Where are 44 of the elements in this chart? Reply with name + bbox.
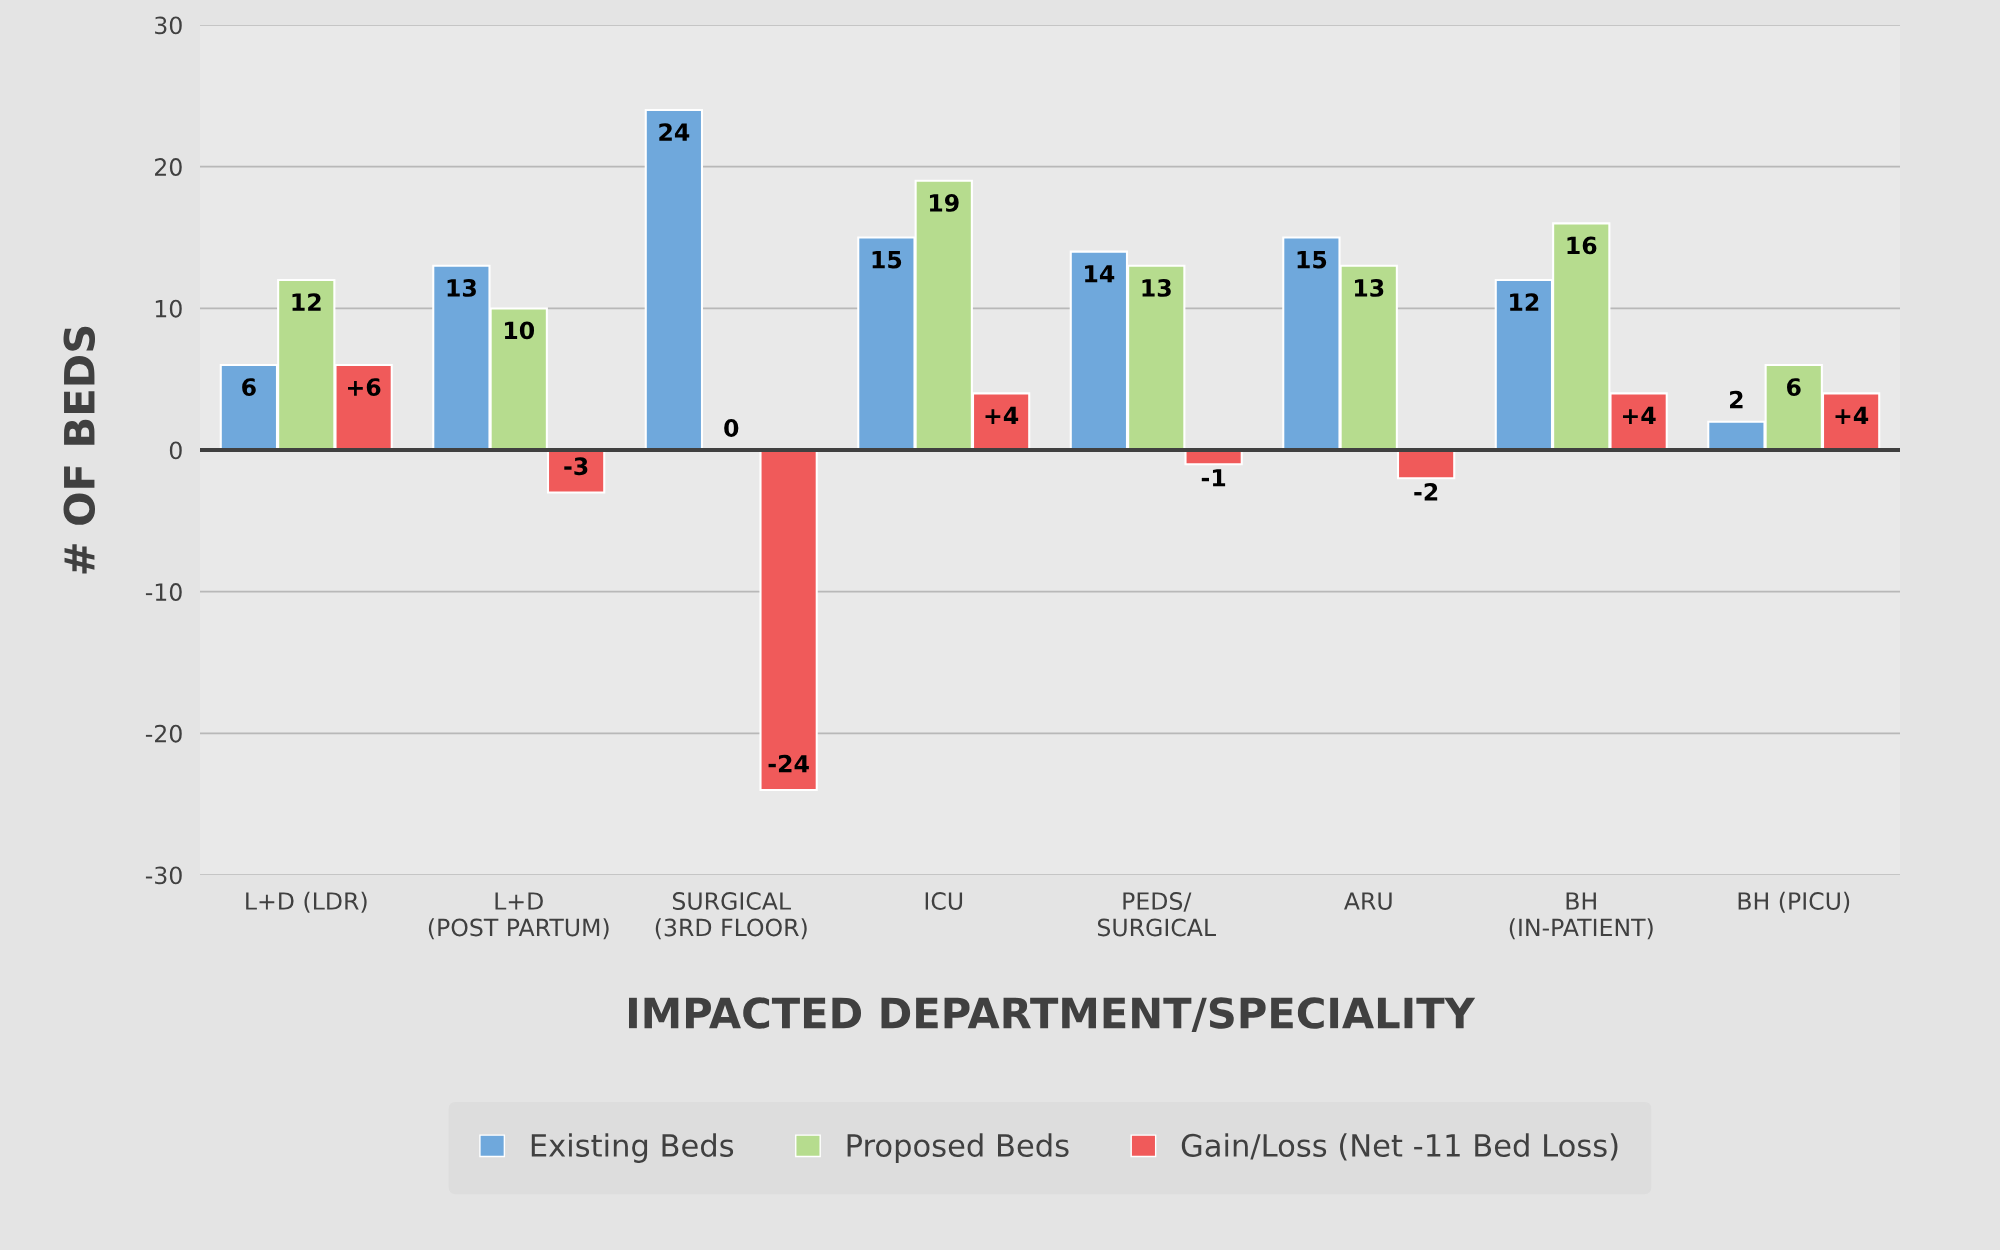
- data-label: -1: [1201, 469, 1226, 487]
- data-label: -24: [768, 754, 809, 773]
- y-tick-label: -10: [145, 583, 182, 601]
- data-label: 13: [1142, 279, 1171, 297]
- data-label: 2: [1730, 390, 1743, 409]
- data-label: 15: [872, 250, 902, 269]
- x-axis-title: IMPACTED DEPARTMENT/SPECIALITY: [629, 997, 1476, 1033]
- data-label: 6: [242, 378, 256, 397]
- data-label: 12: [1510, 293, 1539, 311]
- x-tick-label: PEDS/ SURGICAL: [1097, 892, 1216, 937]
- y-tick-label: 30: [155, 16, 182, 35]
- x-tick-label: BH (IN-PATIENT): [1509, 892, 1653, 940]
- x-tick-label: ARU: [1344, 892, 1392, 910]
- data-label: 0: [724, 419, 739, 437]
- x-tick-label: BH (PICU): [1738, 891, 1850, 913]
- data-label: +4: [1623, 406, 1656, 425]
- y-tick-label: 10: [155, 299, 182, 318]
- x-tick-label: ICU: [925, 892, 963, 910]
- data-label: +4: [985, 406, 1019, 425]
- legend-label: Existing Beds: [531, 1133, 734, 1163]
- data-label: 10: [504, 321, 535, 340]
- data-label: 15: [1297, 250, 1327, 269]
- data-label: 12: [292, 293, 321, 311]
- data-label: -3: [564, 457, 588, 476]
- y-tick-label: -30: [145, 866, 182, 885]
- x-tick-label: SURGICAL (3RD FLOOR): [655, 892, 807, 940]
- data-label: 19: [929, 194, 959, 212]
- legend-label: Proposed Beds: [847, 1133, 1069, 1163]
- data-label: +4: [1835, 406, 1869, 425]
- data-label: 13: [447, 279, 476, 297]
- data-label: 14: [1085, 265, 1115, 283]
- y-tick-label: 0: [169, 441, 182, 460]
- data-label: -2: [1414, 483, 1438, 501]
- y-axis-title: # OF BEDS: [63, 326, 96, 574]
- data-label: 24: [659, 123, 690, 141]
- y-tick-label: -20: [145, 724, 182, 743]
- legend-label: Gain/Loss (Net -11 Bed Loss): [1181, 1133, 1618, 1161]
- y-tick-label: 20: [155, 158, 182, 176]
- data-label: +6: [348, 378, 381, 397]
- x-tick-label: L+D (LDR): [246, 891, 367, 913]
- data-label: 6: [1787, 378, 1801, 397]
- x-tick-label: L+D (POST PARTUM): [428, 892, 609, 940]
- data-label: 16: [1567, 236, 1597, 255]
- data-label: 13: [1354, 279, 1384, 297]
